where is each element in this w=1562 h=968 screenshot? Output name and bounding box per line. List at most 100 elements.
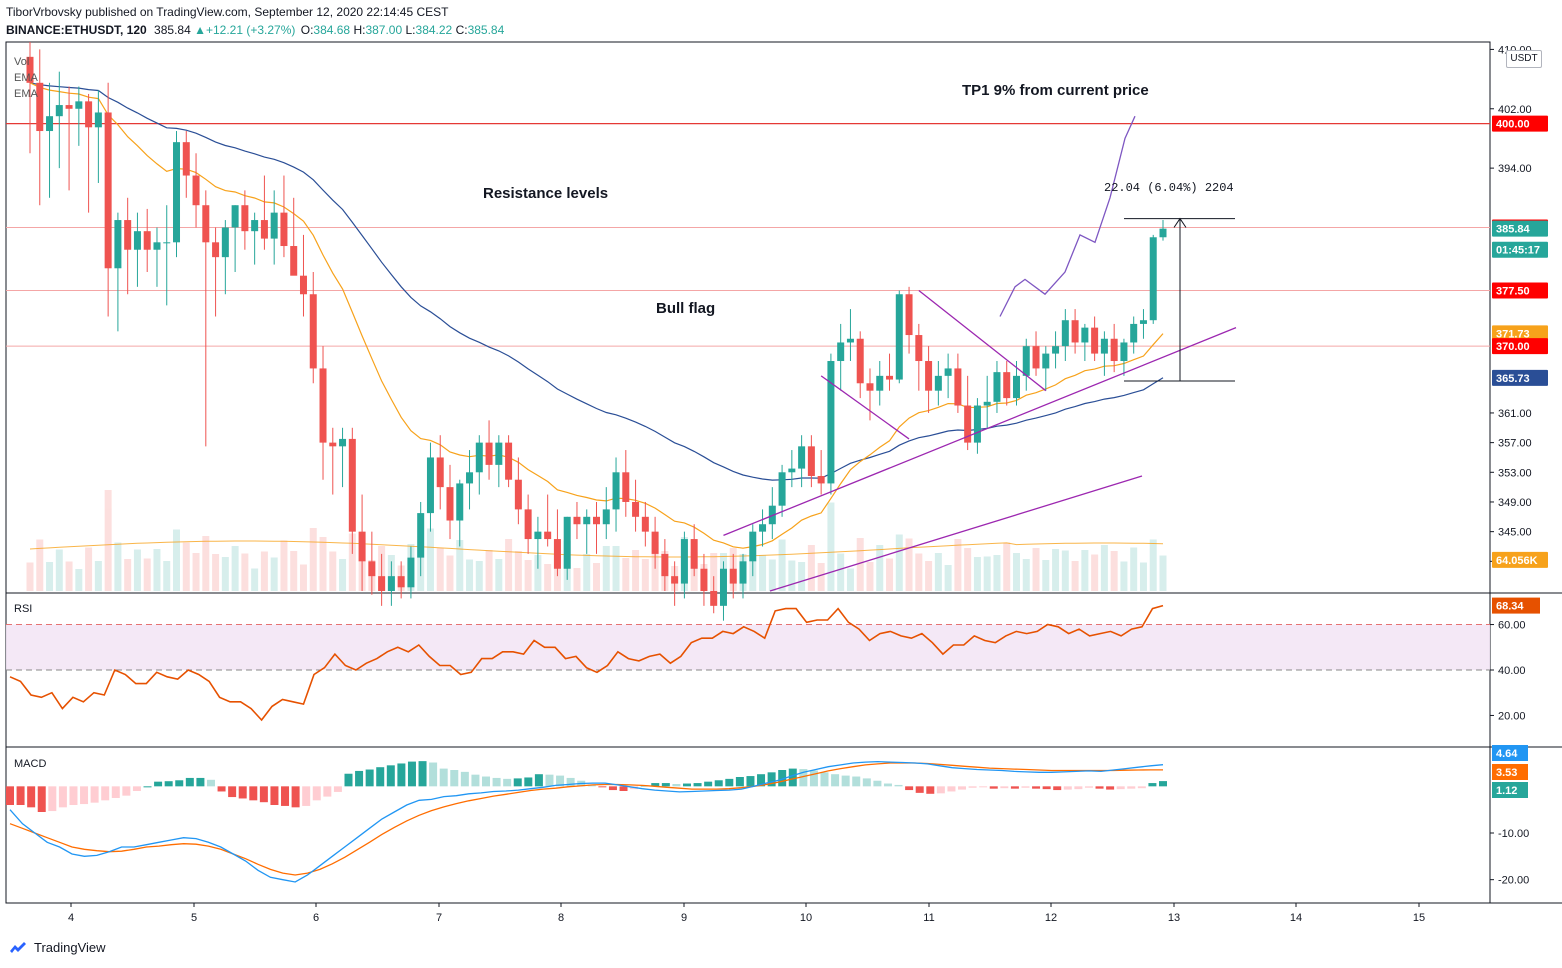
macd-value-text: 4.64: [1496, 748, 1518, 760]
y-tick-label: 349.00: [1498, 497, 1532, 509]
volume-bar: [632, 550, 640, 591]
price-label-text: 385.84: [1496, 224, 1531, 236]
volume-bar: [973, 557, 981, 591]
macd-histogram-bar: [333, 786, 342, 792]
currency-unit[interactable]: USDT: [1506, 50, 1542, 68]
macd-histogram-bar: [757, 774, 766, 787]
macd-histogram-bar: [1063, 786, 1072, 790]
candle-body: [993, 372, 1001, 402]
macd-histogram-bar: [852, 776, 861, 787]
candle-body: [163, 242, 171, 244]
candle-body: [143, 231, 151, 250]
volume-bar: [182, 542, 190, 591]
macd-histogram-bar: [905, 786, 914, 791]
macd-histogram-bar: [16, 786, 25, 805]
candle-body: [886, 375, 894, 380]
rsi-value-text: 68.34: [1496, 601, 1524, 613]
x-tick-label: 14: [1290, 912, 1302, 924]
volume-bar: [856, 538, 864, 591]
volume-bar: [573, 568, 581, 591]
candle-body: [192, 175, 200, 206]
volume-bar: [192, 553, 200, 591]
candle-body: [925, 361, 933, 391]
candle-body: [749, 531, 757, 562]
macd-histogram-bar: [693, 783, 702, 787]
ema-fast-line: [29, 82, 1164, 549]
candle-body: [348, 438, 356, 532]
volume-bar: [163, 561, 171, 591]
volume-bar: [466, 559, 474, 591]
candle-body: [299, 275, 307, 295]
macd-histogram-bar: [228, 786, 237, 798]
volume-bar: [1149, 539, 1157, 591]
volume-bar: [309, 528, 317, 591]
volume-bar: [612, 546, 620, 591]
candle-body: [856, 338, 864, 384]
volume-bar: [329, 551, 337, 591]
macd-histogram-bar: [291, 786, 300, 808]
macd-histogram-bar: [69, 786, 78, 805]
ohlc-line: BINANCE:ETHUSDT, 120 385.84 ▲+12.21 (+3.…: [6, 23, 504, 37]
y-tick-label: 353.00: [1498, 467, 1532, 479]
macd-histogram-bar: [58, 786, 67, 808]
price-label-box: [1492, 338, 1548, 355]
candle-body: [55, 105, 63, 117]
measure-arrow-icon: [1173, 217, 1187, 228]
macd-histogram-bar: [873, 780, 882, 787]
macd-histogram-bar: [926, 786, 935, 794]
candle-body: [837, 342, 845, 362]
publisher-line: TiborVrbovsky published on TradingView.c…: [6, 5, 449, 19]
macd-histogram-bar: [429, 762, 438, 787]
candle-body: [378, 576, 386, 591]
candle-body: [133, 231, 141, 250]
candle-body: [251, 220, 259, 232]
macd-histogram-bar: [661, 783, 670, 787]
macd-histogram-bar: [407, 761, 416, 787]
macd-histogram-bar: [249, 786, 258, 801]
volume-bar: [46, 562, 54, 591]
macd-value-box: [1492, 745, 1528, 761]
macd-histogram-bar: [1042, 786, 1051, 790]
candle-body: [202, 205, 210, 243]
macd-histogram-bar: [418, 761, 427, 787]
price-label-text: 64.056K: [1496, 555, 1538, 567]
high-value: 387.00: [365, 23, 403, 37]
volume-bar: [26, 562, 34, 591]
volume-bar: [954, 539, 962, 591]
volume-bar: [710, 553, 718, 591]
candle-body: [368, 561, 376, 577]
volume-bar: [221, 557, 229, 591]
candle-body: [690, 539, 698, 569]
macd-histogram-bar: [101, 786, 110, 801]
macd-histogram-bar: [936, 786, 945, 794]
macd-histogram-bar: [841, 775, 850, 787]
macd-histogram-bar: [185, 777, 194, 787]
volume-bar: [514, 551, 522, 591]
candle-body: [407, 557, 415, 588]
macd-histogram-bar: [788, 768, 797, 787]
macd-histogram-bar: [90, 786, 99, 803]
candle-body: [280, 212, 288, 247]
macd-histogram-bar: [746, 776, 755, 787]
macd-histogram-bar: [238, 786, 247, 799]
open-label: O:: [300, 23, 314, 37]
price-label-text: 01:45:17: [1496, 245, 1540, 257]
volume-bar: [827, 502, 835, 591]
macd-histogram-bar: [778, 770, 787, 787]
macd-histogram-bar: [175, 780, 184, 787]
candle-body: [495, 442, 503, 465]
macd-histogram-bar: [270, 786, 279, 805]
y-tick-label: 361.00: [1498, 408, 1532, 420]
candle-body: [651, 531, 659, 554]
candle-body: [436, 457, 444, 488]
candle-body: [700, 568, 708, 591]
candle-body: [387, 576, 395, 591]
volume-bar: [1100, 545, 1108, 591]
candle-body: [934, 375, 942, 391]
macd-histogram-bar: [714, 780, 723, 787]
candle-body: [104, 112, 112, 269]
candle-body: [622, 472, 630, 502]
volume-bar: [1061, 550, 1069, 591]
volume-bar: [622, 558, 630, 591]
